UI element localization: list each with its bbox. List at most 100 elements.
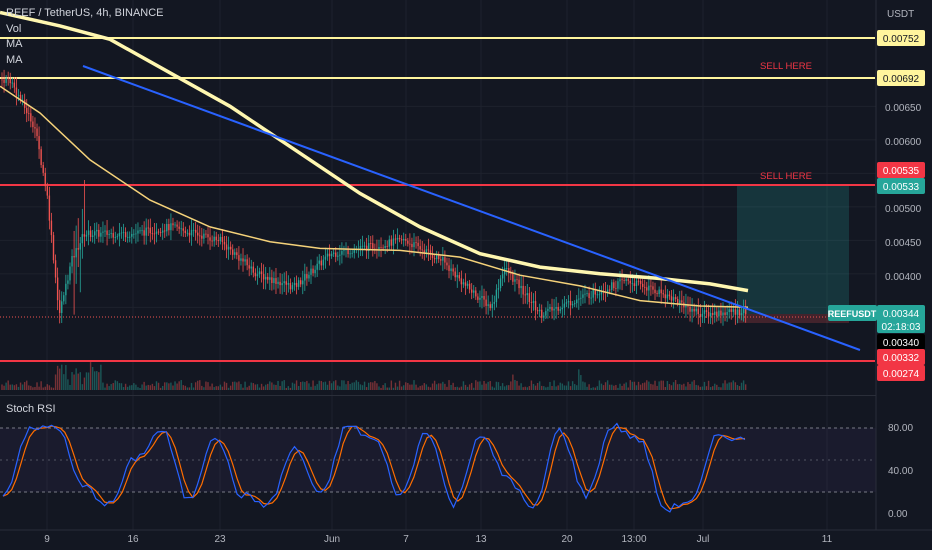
time-axis[interactable]: 9 16 23 Jun 7 13 20 13:00 Jul 11 <box>44 534 832 545</box>
symbol-price-tag: REEFUSDT 0.00344 02:18:03 <box>828 305 925 333</box>
volume-bar <box>244 381 246 390</box>
symbol-title[interactable]: REEF / TetherUS, 4h, BINANCE <box>6 7 164 19</box>
candle <box>52 231 55 264</box>
volume-bar <box>376 383 378 390</box>
volume-bar <box>724 380 726 390</box>
volume-bar <box>543 386 545 390</box>
candle <box>161 223 164 240</box>
candle <box>623 277 625 284</box>
volume-bar <box>615 384 617 390</box>
volume-bar <box>425 384 428 390</box>
volume-bar <box>693 380 695 390</box>
candle <box>427 238 430 262</box>
candle <box>42 161 44 176</box>
candle <box>102 221 104 243</box>
candle <box>124 227 127 242</box>
candle <box>320 255 322 271</box>
candle <box>730 301 732 320</box>
candle <box>302 270 304 295</box>
volume-bar <box>367 382 370 390</box>
candle <box>526 283 528 305</box>
candle <box>36 123 38 141</box>
price-label-00340: 0.00340 <box>877 334 925 350</box>
volume-bar <box>578 369 580 390</box>
candle <box>9 72 11 90</box>
candle <box>388 235 390 251</box>
candle <box>374 243 376 255</box>
volume-bar <box>67 379 69 390</box>
volume-bar <box>137 387 139 390</box>
descending-trendline[interactable] <box>82 65 861 351</box>
candle <box>269 267 271 290</box>
volume-bar <box>339 386 341 390</box>
volume-legend[interactable]: Vol <box>6 22 22 35</box>
volume-bar <box>549 381 551 390</box>
volume-bar <box>112 383 114 390</box>
ma-legend-2[interactable]: MA <box>6 53 23 66</box>
volume-bar <box>89 362 92 390</box>
candle <box>254 268 257 281</box>
candle <box>343 245 345 256</box>
candle <box>21 94 24 106</box>
volume-bar <box>349 384 351 390</box>
pane-separator[interactable] <box>0 395 876 396</box>
volume-bar <box>256 384 259 390</box>
volume-bar <box>681 384 683 390</box>
volume-bar <box>407 382 409 390</box>
volume-bar <box>534 385 537 390</box>
volume-bar <box>320 380 322 390</box>
candle <box>209 228 211 250</box>
volume-bar <box>442 381 444 390</box>
volume-bar <box>149 385 152 390</box>
volume-bar <box>703 381 706 390</box>
ma-legend-1[interactable]: MA <box>6 38 23 50</box>
volume-bar <box>34 386 36 390</box>
candle <box>164 223 166 238</box>
candle <box>493 295 496 311</box>
svg-text:0.00274: 0.00274 <box>883 369 920 380</box>
volume-bar <box>13 385 16 390</box>
volume-bar <box>1 384 3 390</box>
volume-bar <box>501 383 504 390</box>
candle <box>7 71 9 86</box>
volume-bar <box>168 383 170 390</box>
candle <box>744 299 747 323</box>
volume-bar <box>611 384 613 390</box>
candle <box>400 235 403 245</box>
volume-bar <box>192 387 195 390</box>
candle <box>722 302 724 326</box>
volume-bar <box>567 381 570 390</box>
volume-bar <box>341 380 343 390</box>
candle <box>425 245 428 258</box>
volume-bar <box>85 372 88 390</box>
position-stop-box[interactable] <box>737 314 849 323</box>
candle <box>229 241 232 255</box>
candle <box>407 237 409 247</box>
candle <box>5 74 7 87</box>
volume-bar <box>444 383 446 390</box>
candle <box>335 247 337 263</box>
price-tick: 0.00600 <box>885 137 922 148</box>
position-target-box[interactable] <box>737 185 849 314</box>
candle <box>431 246 434 267</box>
volume-bar <box>557 385 559 390</box>
candle <box>44 167 46 192</box>
candle <box>300 277 302 288</box>
candle <box>536 306 539 315</box>
volume-bar <box>427 386 430 390</box>
candle <box>353 244 355 259</box>
candle <box>188 225 191 243</box>
candle <box>207 227 209 245</box>
candle <box>660 279 662 304</box>
candle <box>726 305 728 322</box>
volume-bar <box>734 382 737 390</box>
volume-bar <box>188 387 191 390</box>
grid-lines <box>0 0 876 530</box>
candle <box>184 226 187 238</box>
candle <box>133 229 135 239</box>
candle <box>468 279 471 294</box>
stoch-rsi-title[interactable]: Stoch RSI <box>6 403 56 415</box>
candle <box>648 275 650 302</box>
candle <box>380 237 382 258</box>
